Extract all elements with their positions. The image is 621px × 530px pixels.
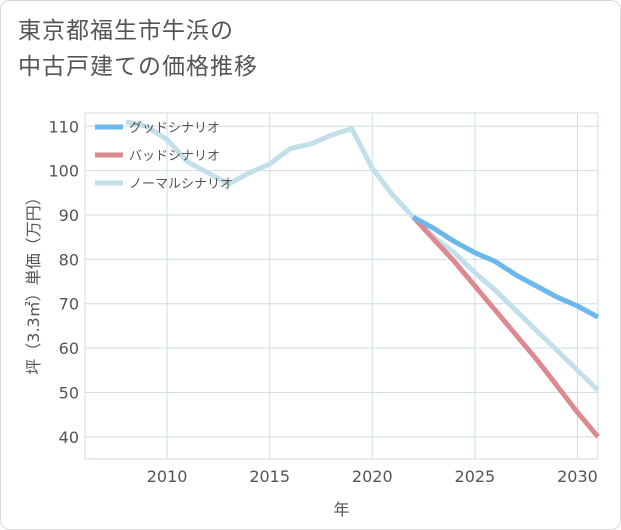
series-line-bad bbox=[411, 215, 600, 439]
series-line-normal bbox=[125, 119, 600, 392]
x-axis-title: 年 bbox=[333, 500, 349, 519]
chart-title: 東京都福生市牛浜の 中古戸建ての価格推移 bbox=[18, 13, 258, 85]
x-tick-label: 2030 bbox=[557, 467, 598, 486]
x-tick-label: 2025 bbox=[455, 467, 496, 486]
y-tick-label: 40 bbox=[59, 428, 79, 447]
x-tick-label: 2020 bbox=[352, 467, 393, 486]
x-tick-label: 2015 bbox=[249, 467, 290, 486]
y-tick-label: 110 bbox=[48, 117, 79, 136]
chart-title-line-2: 中古戸建ての価格推移 bbox=[18, 54, 258, 80]
y-axis-title: 坪（3.3㎡）単価（万円） bbox=[24, 189, 43, 374]
series-line-good bbox=[412, 215, 600, 320]
y-tick-label: 60 bbox=[59, 339, 79, 358]
tick-labels: 2010 2015 2020 2025 2030 40 50 60 70 80 90 100 110 bbox=[48, 117, 597, 486]
chart-title-line-1: 東京都福生市牛浜の bbox=[18, 18, 234, 44]
plot-frame bbox=[84, 112, 599, 460]
legend-label: グッドシナリオ bbox=[129, 121, 220, 136]
grid bbox=[84, 112, 599, 460]
y-tick-label: 80 bbox=[59, 250, 79, 269]
y-tick-label: 50 bbox=[59, 383, 79, 402]
x-tick-label: 2010 bbox=[147, 467, 188, 486]
y-tick-label: 70 bbox=[59, 295, 79, 314]
series-lines bbox=[125, 119, 600, 439]
legend-label: バッドシナリオ bbox=[129, 149, 220, 164]
y-tick-label: 100 bbox=[48, 162, 79, 181]
legend-label: ノーマルシナリオ bbox=[129, 177, 233, 192]
y-tick-label: 90 bbox=[59, 206, 79, 225]
